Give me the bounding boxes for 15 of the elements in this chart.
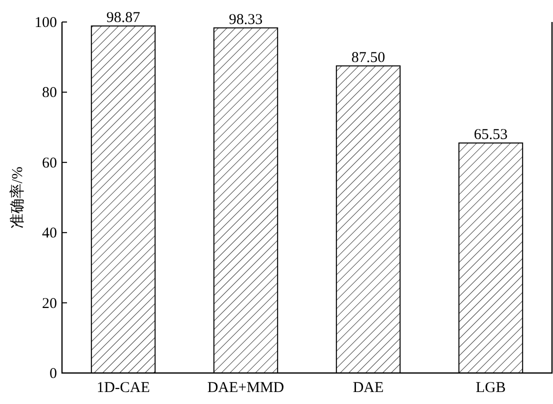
y-tick-label: 20 xyxy=(42,296,57,312)
x-tick-label: DAE xyxy=(352,380,384,396)
x-tick-label: 1D-CAE xyxy=(96,380,150,396)
y-tick-label: 0 xyxy=(50,366,57,382)
x-tick-label: LGB xyxy=(476,380,506,396)
data-label: 87.50 xyxy=(351,50,386,66)
y-tick-label: 100 xyxy=(34,15,57,31)
y-tick-label: 60 xyxy=(42,155,57,172)
y-axis-title: 准确率/% xyxy=(9,166,26,228)
data-label: 98.33 xyxy=(228,12,263,28)
y-tick-label: 80 xyxy=(42,85,57,102)
data-label: 98.87 xyxy=(106,10,141,26)
y-tick-label: 40 xyxy=(42,226,57,242)
data-label: 65.53 xyxy=(474,126,508,143)
x-tick-label: DAE+MMD xyxy=(207,380,284,396)
